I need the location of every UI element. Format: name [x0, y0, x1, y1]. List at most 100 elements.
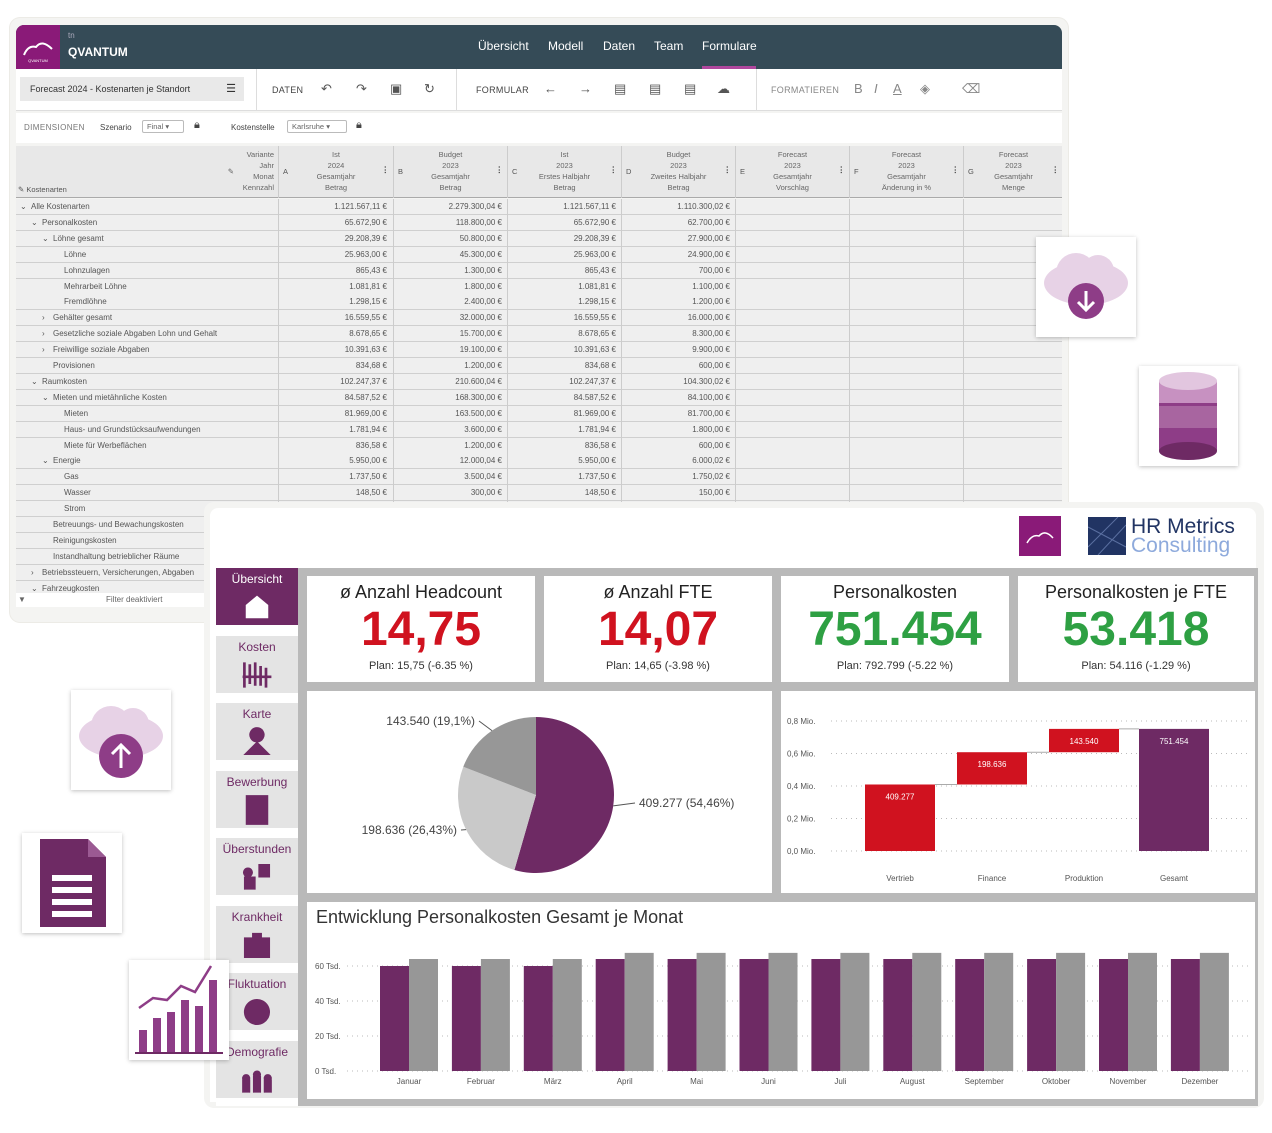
month-bar[interactable]	[380, 966, 409, 1071]
cell-value[interactable]: 10.391,63 €	[573, 345, 616, 355]
waterfall-bar[interactable]	[1049, 728, 1119, 753]
column-header-g[interactable]: G Forecast 2023 Gesamtjahr Menge ⋮	[963, 146, 1063, 198]
table-row[interactable]: Gas 1.737,50 € 3.500,04 € 1.737,50 € 1.750,0…	[16, 469, 1062, 486]
cell-value[interactable]: 1.298,15 €	[578, 297, 616, 307]
column-header-c[interactable]: C Ist 2023 Erstes Halbjahr Betrag ⋮	[507, 146, 621, 198]
waterfall-bar[interactable]	[957, 752, 1027, 785]
kostenstelle-select[interactable]: Karlsruhe ▾	[287, 120, 347, 133]
month-bar[interactable]	[1128, 952, 1157, 1071]
sidebar-item-kosten[interactable]: Kosten	[216, 635, 298, 693]
cell-value[interactable]: 1.081,81 €	[578, 281, 616, 291]
cell-value[interactable]: 2.400,00 €	[464, 297, 502, 307]
cell-value[interactable]: 5.950,00 €	[349, 456, 387, 466]
table-row[interactable]: Fremdlöhne 1.298,15 € 2.400,00 € 1.298,15 €…	[16, 294, 1062, 311]
cell-value[interactable]: 834,68 €	[584, 361, 616, 370]
cell-value[interactable]: 836,58 €	[584, 440, 616, 450]
form-selector[interactable]: Forecast 2024 - Kostenarten je Standort ☰	[20, 77, 244, 101]
szenario-select[interactable]: Final ▾	[142, 120, 184, 133]
cell-value[interactable]: 81.969,00 €	[344, 408, 387, 418]
cell-value[interactable]: 9.900,00 €	[692, 345, 730, 355]
cell-value[interactable]: 1.800,00 €	[692, 424, 730, 434]
cell-value[interactable]: 81.969,00 €	[573, 408, 616, 418]
table-row[interactable]: ⌄ Löhne gesamt 29.208,39 € 50.800,00 € 29.20…	[16, 230, 1062, 247]
month-bar[interactable]	[1056, 952, 1086, 1071]
clear-format-icon[interactable]: ⌫	[962, 81, 981, 96]
table-row[interactable]: ⌄ Energie 5.950,00 € 12.000,04 € 5.950,00 € 6…	[16, 453, 1062, 470]
table-row[interactable]: Provisionen 834,68 € 1.200,00 € 834,68 € 600…	[16, 358, 1062, 374]
month-bar[interactable]	[739, 959, 769, 1071]
sidebar-item-bersicht[interactable]: Übersicht	[216, 568, 298, 625]
cell-value[interactable]: 600,00 €	[698, 361, 730, 370]
column-menu-icon[interactable]: ⋮	[723, 165, 732, 174]
cell-value[interactable]: 700,00 €	[698, 265, 730, 275]
chevron-down-icon[interactable]: ⌄	[31, 217, 38, 227]
cell-value[interactable]: 148,50 €	[584, 488, 616, 498]
month-bar[interactable]	[955, 959, 985, 1071]
cell-value[interactable]: 1.298,15 €	[349, 297, 387, 307]
cell-value[interactable]: 1.081,81 €	[349, 281, 387, 291]
arrow-left-icon[interactable]: ←	[544, 81, 557, 96]
fill-color-icon[interactable]: ◈	[920, 81, 930, 96]
cell-value[interactable]: 1.200,00 €	[464, 361, 502, 370]
cell-value[interactable]: 104.300,02 €	[683, 376, 730, 386]
cell-value[interactable]: 1.110.300,02 €	[677, 202, 730, 211]
table-row[interactable]: Mieten 81.969,00 € 163.500,00 € 81.969,00 €…	[16, 405, 1062, 422]
cell-value[interactable]: 32.000,00 €	[459, 313, 502, 323]
cell-value[interactable]: 1.100,00 €	[692, 281, 730, 291]
cell-value[interactable]: 1.200,00 €	[464, 440, 502, 450]
cell-value[interactable]: 1.800,00 €	[464, 281, 502, 291]
chevron-down-icon[interactable]: ⌄	[42, 456, 49, 466]
cell-value[interactable]: 50.800,00 €	[459, 233, 502, 243]
waterfall-bar[interactable]	[865, 784, 935, 851]
sidebar-item-fluktuation[interactable]: Fluktuation	[216, 973, 298, 1030]
cell-value[interactable]: 24.900,00 €	[687, 249, 730, 259]
italic-button[interactable]: I	[874, 81, 878, 96]
chevron-down-icon[interactable]: ⌄	[42, 392, 49, 402]
column-header-f[interactable]: F Forecast 2023 Gesamtjahr Änderung in % ⋮	[849, 146, 963, 198]
column-menu-icon[interactable]: ⋮	[837, 165, 846, 174]
cell-value[interactable]: 865,43 €	[355, 265, 387, 275]
pie-slice[interactable]	[514, 717, 614, 873]
arrow-right-icon[interactable]: →	[579, 81, 592, 96]
filter-bar[interactable]: ▼ Filter deaktiviert	[16, 593, 206, 607]
cell-value[interactable]: 3.600,00 €	[464, 424, 502, 434]
column-header-a[interactable]: A Ist 2024 Gesamtjahr Betrag ⋮	[278, 146, 393, 198]
table-lock-icon[interactable]: ▤	[614, 81, 627, 96]
cell-value[interactable]: 102.247,37 €	[340, 376, 387, 386]
chevron-down-icon[interactable]: ⌄	[31, 376, 38, 386]
cell-value[interactable]: 16.559,55 €	[573, 313, 616, 323]
table-row[interactable]: Miete für Werbeflächen 836,58 € 1.200,00 €…	[16, 437, 1062, 454]
pie-slice[interactable]	[463, 717, 536, 795]
month-bar[interactable]	[409, 959, 438, 1071]
cell-value[interactable]: 163.500,00 €	[455, 408, 502, 418]
cell-value[interactable]: 84.587,52 €	[344, 392, 387, 402]
table-row[interactable]: › Freiwillige soziale Abgaben 10.391,63 € 1…	[16, 342, 1062, 359]
month-bar[interactable]	[1027, 959, 1057, 1071]
cell-value[interactable]: 6.000,02 €	[692, 456, 730, 466]
table-row[interactable]: ⌄ Raumkosten 102.247,37 € 210.600,04 € 102.2…	[16, 373, 1062, 390]
month-bar[interactable]	[1099, 959, 1128, 1071]
cell-value[interactable]: 5.950,00 €	[578, 456, 616, 466]
cell-value[interactable]: 118.800,00 €	[455, 217, 502, 227]
table-row[interactable]: Wasser 148,50 € 300,00 € 148,50 € 150,00 €	[16, 485, 1062, 502]
cell-value[interactable]: 27.900,00 €	[687, 233, 730, 243]
month-bar[interactable]	[811, 959, 841, 1071]
undo-icon[interactable]: ↶	[321, 81, 332, 96]
table-row[interactable]: Haus- und Grundstücksaufwendungen 1.781,9…	[16, 421, 1062, 438]
cell-value[interactable]: 25.963,00 €	[573, 249, 616, 259]
waterfall-bar[interactable]	[1139, 728, 1209, 851]
column-menu-icon[interactable]: ⋮	[1051, 165, 1060, 174]
column-menu-icon[interactable]: ⋮	[951, 165, 960, 174]
cell-value[interactable]: 8.300,00 €	[692, 329, 730, 339]
cell-value[interactable]: 19.100,00 €	[459, 345, 502, 355]
chevron-down-icon[interactable]: ⌄	[20, 202, 27, 211]
cell-value[interactable]: 834,68 €	[355, 361, 387, 370]
table-row[interactable]: › Gesetzliche soziale Abgaben Lohn und Ge…	[16, 326, 1062, 343]
nav-team[interactable]: Team	[654, 39, 684, 53]
cell-value[interactable]: 148,50 €	[355, 488, 387, 498]
cell-value[interactable]: 1.121.567,11 €	[334, 202, 387, 211]
cell-value[interactable]: 1.121.567,11 €	[563, 202, 616, 211]
cell-value[interactable]: 865,43 €	[584, 265, 616, 275]
nav-modell[interactable]: Modell	[548, 39, 584, 53]
cell-value[interactable]: 210.600,04 €	[455, 376, 502, 386]
